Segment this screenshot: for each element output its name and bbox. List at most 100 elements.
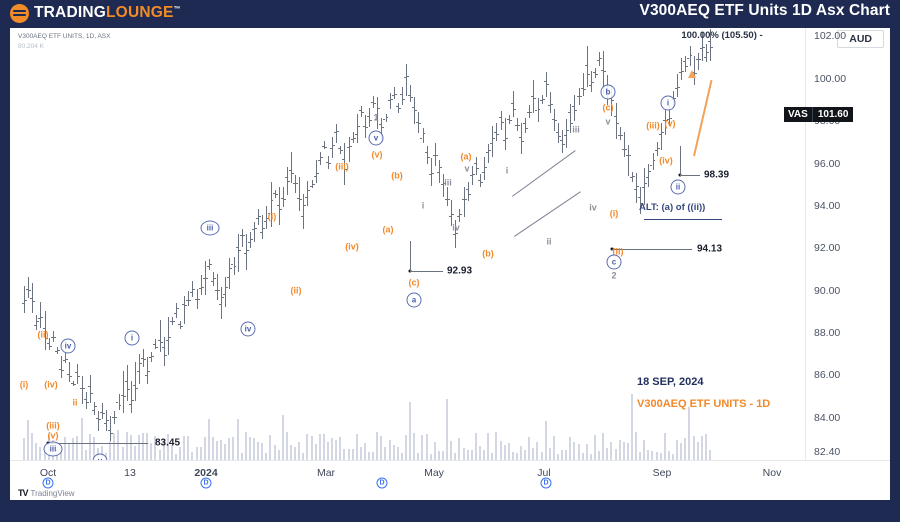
price-bar-open-tick (346, 146, 349, 148)
volume-bar (544, 420, 547, 460)
price-bar-close-tick (657, 147, 660, 149)
volume-bar (450, 440, 453, 460)
wave-label-v-18: v (368, 130, 384, 146)
day-marker-icon: D (540, 477, 552, 489)
price-bar (705, 44, 707, 62)
price-bar-close-tick (70, 375, 73, 377)
price-bar (266, 206, 268, 230)
price-bar (204, 260, 206, 296)
price-bar-close-tick (641, 202, 644, 204)
tradingview-credit[interactable]: TV TradingView (18, 488, 75, 498)
price-bar (549, 92, 551, 113)
price-bar-close-tick (304, 205, 307, 206)
volume-bar (368, 451, 371, 460)
price-bar-open-tick (436, 172, 439, 174)
price-bar-open-tick (235, 247, 238, 249)
price-bar (328, 155, 329, 169)
price-bar-close-tick (57, 349, 60, 351)
price-axis[interactable]: AUD 102.00100.0098.0096.0094.0092.0090.0… (784, 28, 890, 460)
price-bar-close-tick (419, 123, 422, 125)
volume-bar (704, 434, 707, 460)
price-bar-close-tick (571, 123, 574, 125)
price-bar-close-tick (443, 183, 446, 185)
price-bar (69, 362, 71, 382)
chart-panel[interactable]: V300AEQ ETF UNITS, 1D, ASX 80.204 K 83.4… (10, 28, 890, 500)
price-bar (319, 152, 321, 166)
time-axis[interactable]: Oct 13 2024 Mar May Jul Sep Nov (10, 460, 890, 486)
price-bar-open-tick (239, 234, 242, 236)
price-bar (340, 145, 342, 154)
volume-bar (585, 443, 588, 460)
currency-badge[interactable]: AUD (837, 30, 884, 48)
level-92-93-vline (410, 241, 411, 271)
volume-bar (92, 436, 95, 460)
price-bar (595, 68, 596, 78)
price-bar-open-tick (560, 139, 563, 141)
price-bar-open-tick (399, 94, 402, 96)
price-bar-open-tick (116, 402, 119, 404)
price-bar (102, 403, 103, 419)
price-bar (537, 98, 539, 122)
price-bar-open-tick (514, 125, 517, 127)
volume-bar (400, 452, 403, 460)
level-98-39-line (680, 175, 700, 176)
volume-bar (195, 447, 198, 460)
volume-bar (557, 453, 559, 460)
volume-bar (474, 432, 477, 460)
wave-label-i-11: i (124, 330, 140, 346)
volume-bar (524, 449, 527, 460)
wave-label-v-4: (v) (47, 430, 59, 441)
volume-bar (598, 450, 601, 460)
volume-bar (409, 402, 412, 460)
wave-label-iii-5: iii (43, 441, 63, 457)
volume-bar (569, 437, 572, 460)
wave-label-iii-32: iii (572, 124, 580, 135)
price-bar (196, 289, 198, 310)
price-bar (217, 274, 219, 300)
price-bar (689, 46, 691, 66)
price-bar (590, 71, 592, 92)
price-bar-close-tick (333, 145, 336, 146)
price-bar-close-tick (661, 131, 664, 133)
price-bar-close-tick (382, 127, 385, 129)
price-bar-open-tick (317, 159, 320, 161)
price-bar (77, 364, 79, 384)
price-bar-open-tick (666, 119, 669, 121)
price-bar (529, 105, 531, 118)
price-bar-open-tick (703, 56, 706, 58)
volume-bar (429, 453, 432, 460)
brand-logo[interactable]: TRADINGLOUNGE™ (10, 3, 181, 23)
volume-bar (232, 437, 235, 460)
price-bar-open-tick (531, 96, 534, 98)
price-bar-close-tick (530, 112, 533, 113)
volume-bar (133, 446, 136, 460)
price-bar-open-tick (293, 183, 296, 185)
price-bar-close-tick (168, 336, 171, 338)
price-bar (245, 234, 247, 270)
plot-area[interactable]: 83.45 92.93 94.13 98.39 100.00% (105.50)… (10, 28, 805, 484)
level-98-39-label: 98.39 (704, 169, 730, 181)
volume-bar (528, 437, 531, 460)
price-bar-open-tick (646, 177, 649, 179)
price-bar-open-tick (256, 218, 259, 220)
volume-bar (437, 451, 440, 460)
price-bar-close-tick (226, 286, 229, 288)
wave-label-ii-0: (ii) (37, 329, 49, 340)
time-tick: Mar (316, 467, 336, 479)
price-bar-close-tick (90, 392, 93, 394)
price-bar-close-tick (468, 194, 471, 195)
volume-bar (207, 419, 210, 460)
price-bar-close-tick (213, 278, 216, 279)
price-bar-open-tick (416, 121, 419, 123)
volume-bar (31, 433, 34, 460)
price-bar (533, 80, 535, 114)
price-bar-open-tick (194, 299, 197, 301)
price-bar-open-tick (519, 137, 522, 139)
wave-label-iv-26: iv (452, 222, 460, 233)
price-bar-close-tick (505, 138, 508, 140)
price-bar-close-tick (595, 74, 598, 75)
price-bar-close-tick (152, 356, 155, 358)
volume-bar (35, 442, 38, 460)
wave-label-1-17: 1 (373, 112, 379, 123)
